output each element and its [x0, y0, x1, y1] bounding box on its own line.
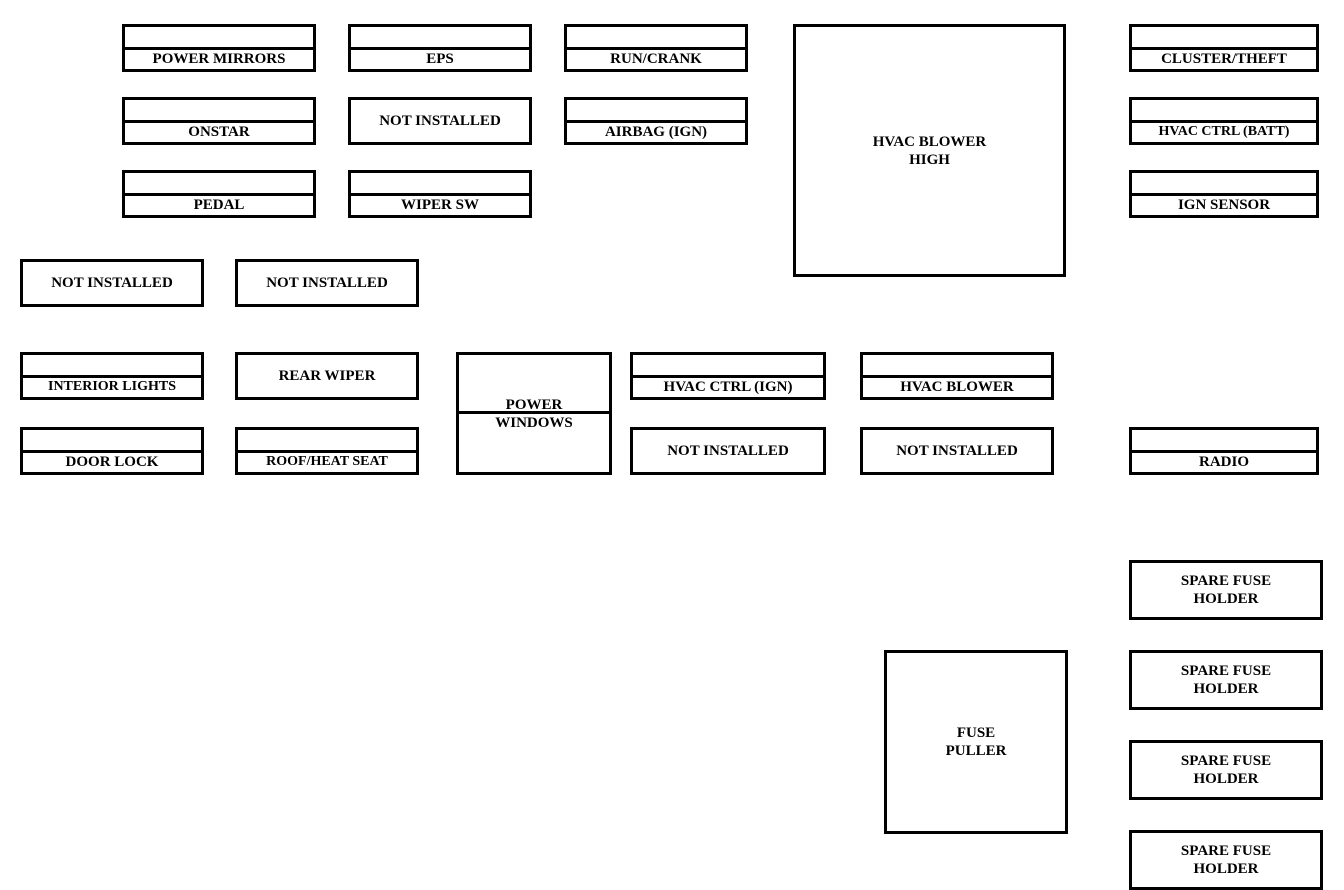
fuse-spare-4: SPARE FUSE HOLDER [1129, 830, 1323, 890]
fuse-label: SPARE FUSE HOLDER [1132, 563, 1320, 617]
fuse-hvac-blower: HVAC BLOWER [860, 352, 1054, 400]
fuse-onstar: ONSTAR [122, 97, 316, 145]
fuse-label: POWER MIRRORS [125, 50, 313, 70]
fuse-label: CLUSTER/THEFT [1132, 50, 1316, 70]
fuse-slot-top [125, 27, 313, 50]
fuse-label: POWER WINDOWS [459, 355, 609, 472]
fuse-label: HVAC BLOWER [863, 378, 1051, 398]
fuse-label: EPS [351, 50, 529, 70]
fuse-label: NOT INSTALLED [23, 262, 201, 304]
fuse-slot-top [125, 173, 313, 196]
fuse-hvac-blower-high: HVAC BLOWER HIGH [793, 24, 1066, 277]
fuse-slot-top [351, 173, 529, 196]
fuse-door-lock: DOOR LOCK [20, 427, 204, 475]
fuse-hvac-ctrl-batt: HVAC CTRL (BATT) [1129, 97, 1319, 145]
fuse-power-mirrors: POWER MIRRORS [122, 24, 316, 72]
fuse-label: HVAC CTRL (IGN) [633, 378, 823, 398]
fuse-label: SPARE FUSE HOLDER [1132, 833, 1320, 887]
fuse-interior-lights: INTERIOR LIGHTS [20, 352, 204, 400]
fuse-airbag-ign: AIRBAG (IGN) [564, 97, 748, 145]
fuse-ign-sensor: IGN SENSOR [1129, 170, 1319, 218]
fuse-label: RUN/CRANK [567, 50, 745, 70]
fuse-slot-top [1132, 430, 1316, 453]
fuse-slot-top [567, 100, 745, 123]
fuse-label: DOOR LOCK [23, 453, 201, 473]
fuse-label: NOT INSTALLED [863, 430, 1051, 472]
fuse-label: NOT INSTALLED [633, 430, 823, 472]
fuse-slot-top [1132, 173, 1316, 196]
fuse-label: ROOF/HEAT SEAT [238, 453, 416, 473]
fuse-spare-3: SPARE FUSE HOLDER [1129, 740, 1323, 800]
fuse-not-installed-3: NOT INSTALLED [235, 259, 419, 307]
fuse-label: HVAC CTRL (BATT) [1132, 123, 1316, 143]
fuse-hvac-ctrl-ign: HVAC CTRL (IGN) [630, 352, 826, 400]
fuse-spare-1: SPARE FUSE HOLDER [1129, 560, 1323, 620]
fuse-power-windows: POWER WINDOWS [456, 352, 612, 475]
fuse-slot-top [1132, 100, 1316, 123]
fuse-rear-wiper: REAR WIPER [235, 352, 419, 400]
fuse-fuse-puller: FUSE PULLER [884, 650, 1068, 834]
fuse-slot-top [633, 355, 823, 378]
fuse-not-installed-5: NOT INSTALLED [860, 427, 1054, 475]
fuse-label: SPARE FUSE HOLDER [1132, 653, 1320, 707]
fuse-slot-top [238, 430, 416, 453]
fuse-slot-top [125, 100, 313, 123]
fuse-label: AIRBAG (IGN) [567, 123, 745, 143]
fuse-slot-top [23, 430, 201, 453]
fuse-roof-heat-seat: ROOF/HEAT SEAT [235, 427, 419, 475]
fuse-not-installed-4: NOT INSTALLED [630, 427, 826, 475]
fuse-slot-top [863, 355, 1051, 378]
fuse-run-crank: RUN/CRANK [564, 24, 748, 72]
fuse-eps: EPS [348, 24, 532, 72]
fuse-label: SPARE FUSE HOLDER [1132, 743, 1320, 797]
fuse-label: PEDAL [125, 196, 313, 216]
fuse-label: INTERIOR LIGHTS [23, 378, 201, 398]
fuse-spare-2: SPARE FUSE HOLDER [1129, 650, 1323, 710]
fuse-slot-top [23, 355, 201, 378]
fuse-slot-top [567, 27, 745, 50]
fuse-label: NOT INSTALLED [238, 262, 416, 304]
fuse-not-installed-2: NOT INSTALLED [20, 259, 204, 307]
fuse-label: ONSTAR [125, 123, 313, 143]
fuse-wiper-sw: WIPER SW [348, 170, 532, 218]
fuse-not-installed-1: NOT INSTALLED [348, 97, 532, 145]
fuse-label: HVAC BLOWER HIGH [796, 27, 1063, 274]
fuse-slot-top [351, 27, 529, 50]
fuse-label: WIPER SW [351, 196, 529, 216]
fuse-label: FUSE PULLER [887, 653, 1065, 831]
fuse-label: IGN SENSOR [1132, 196, 1316, 216]
fuse-pedal: PEDAL [122, 170, 316, 218]
fuse-radio: RADIO [1129, 427, 1319, 475]
fuse-slot-top [1132, 27, 1316, 50]
fuse-label: RADIO [1132, 453, 1316, 473]
fuse-label: NOT INSTALLED [351, 100, 529, 142]
fuse-label: REAR WIPER [238, 355, 416, 397]
fuse-cluster-theft: CLUSTER/THEFT [1129, 24, 1319, 72]
